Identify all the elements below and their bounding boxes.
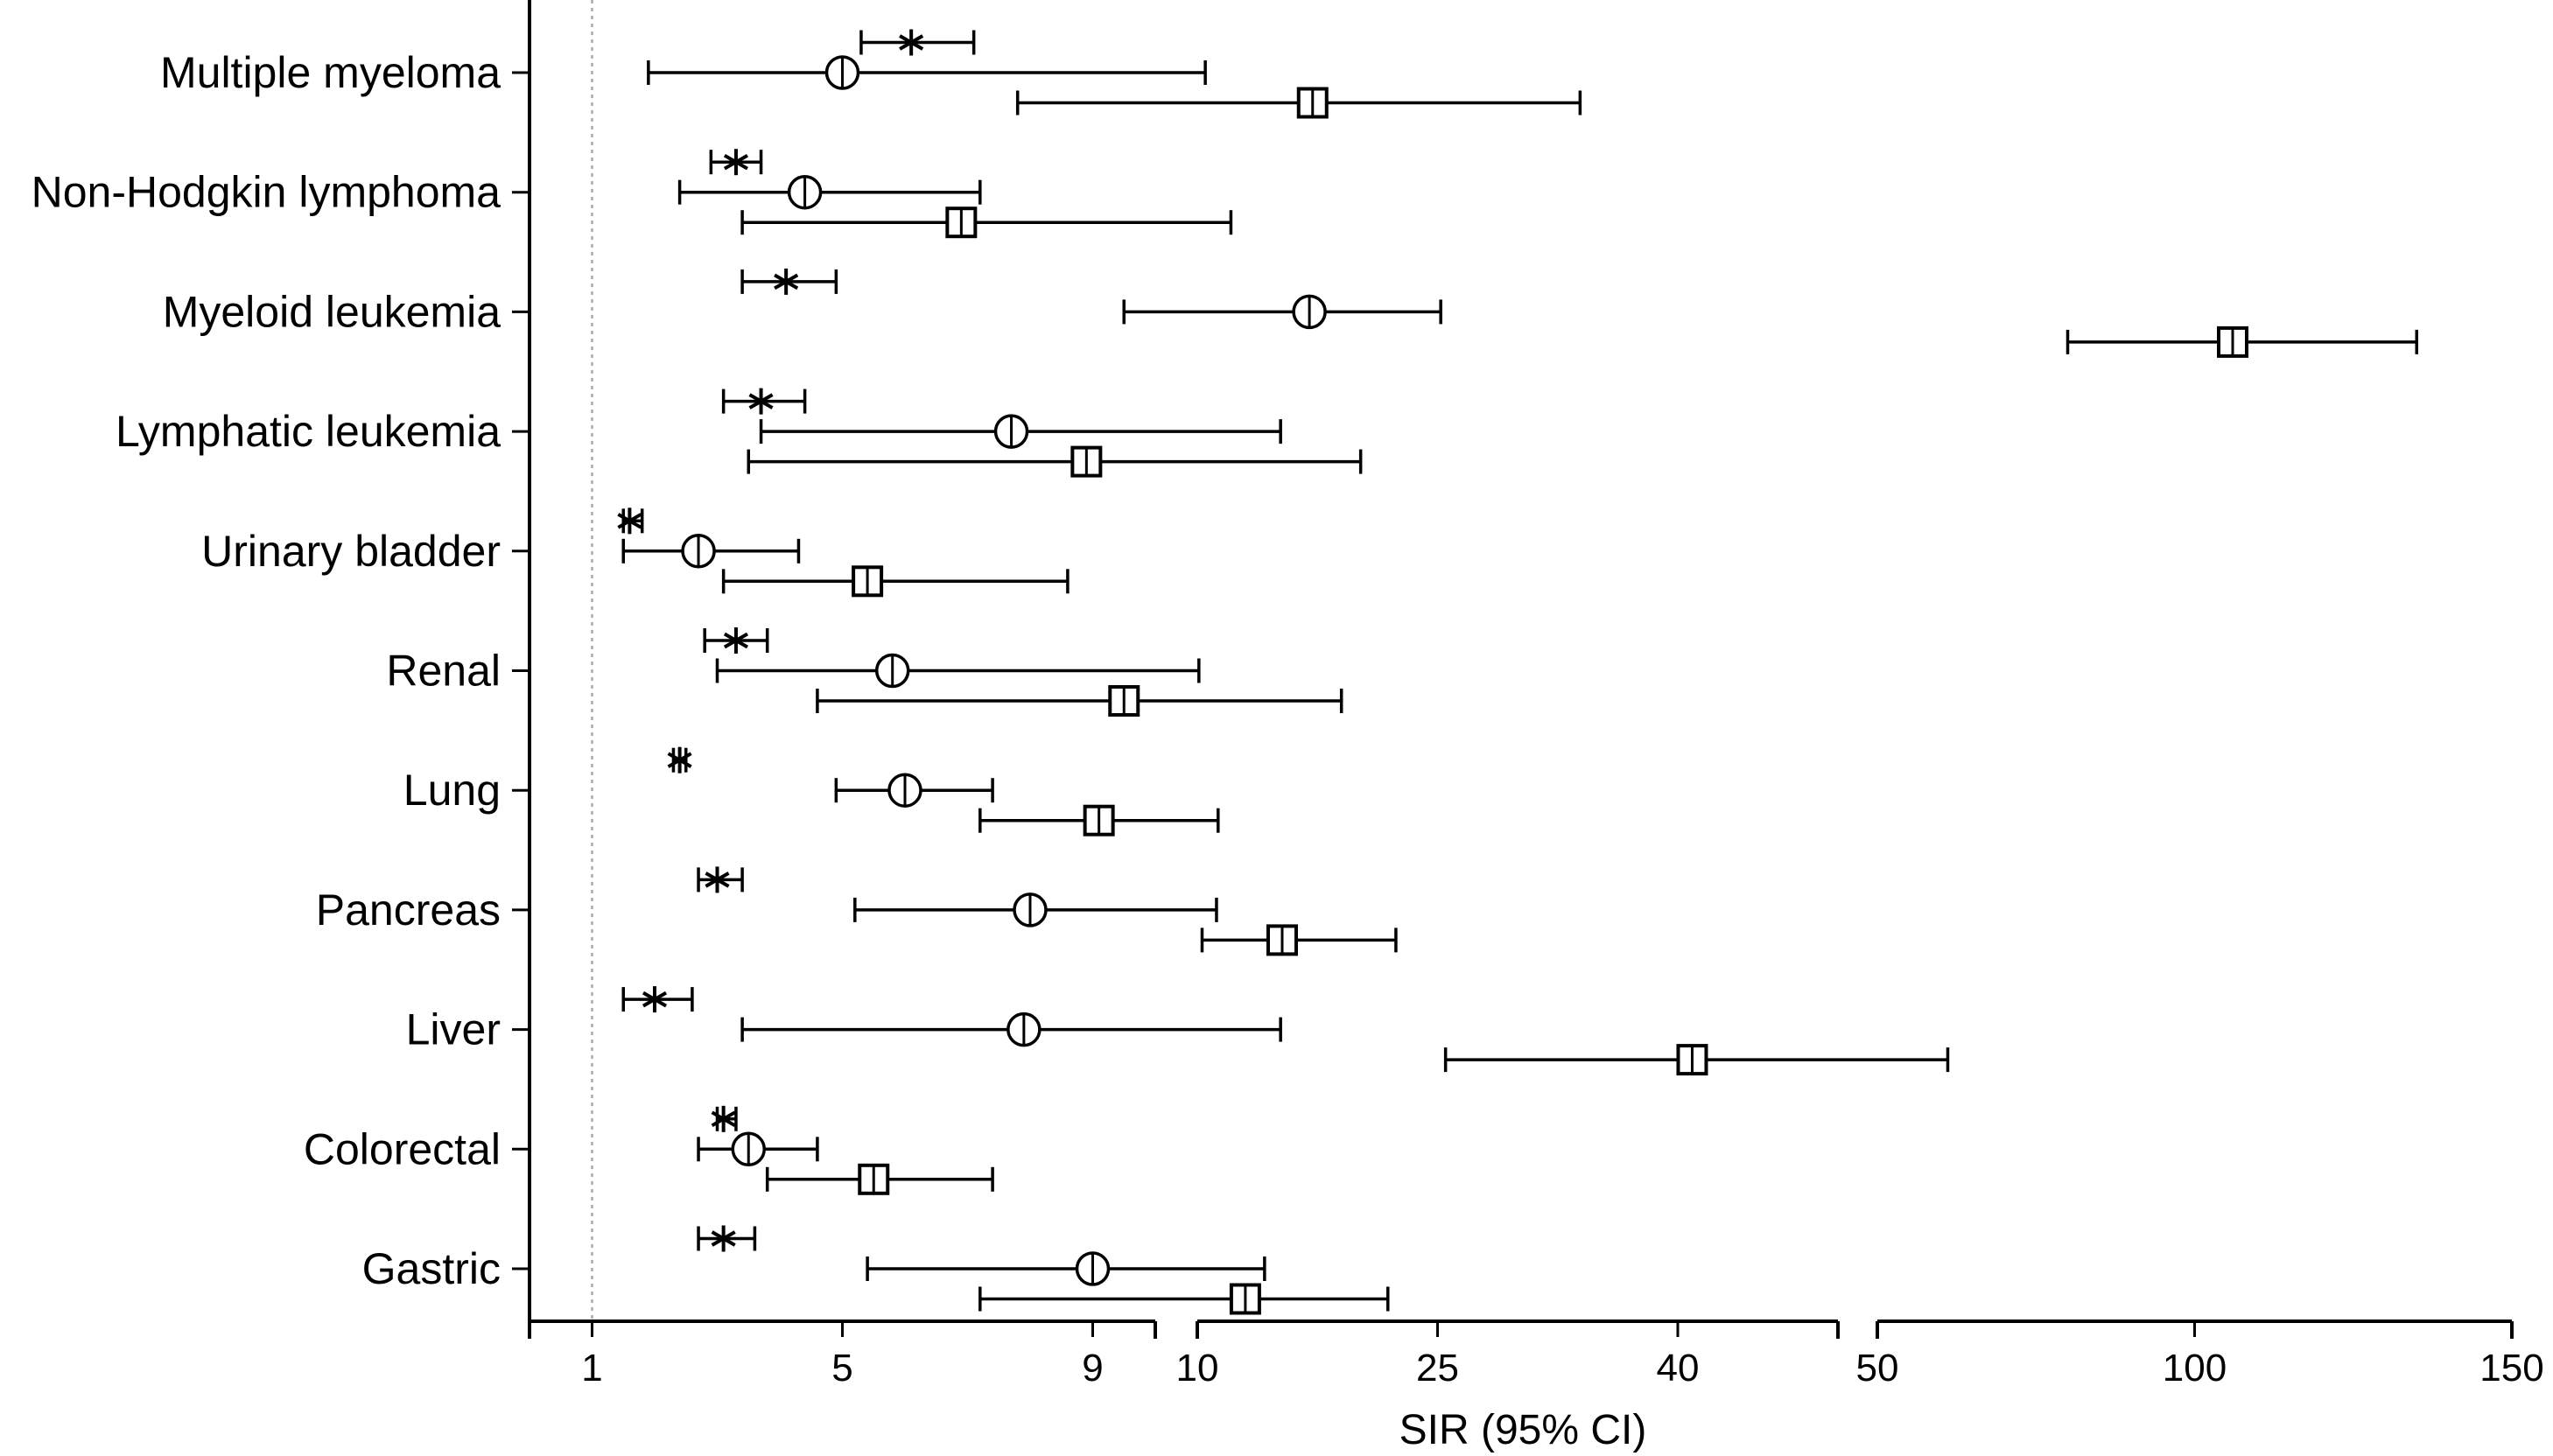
x-tick-label: 40 [1657,1347,1700,1390]
asterisk-estimate-row [721,388,807,415]
asterisk-estimate-row [697,866,744,893]
category-label: Multiple myeloma [160,48,501,97]
x-tick-label: 50 [1856,1347,1899,1390]
category-label: Renal [386,647,501,696]
square-estimate-row [978,804,1220,836]
asterisk-estimate-row [711,1105,738,1132]
x-tick-label: 150 [2479,1347,2543,1390]
circle-estimate-row [740,1012,1282,1047]
asterisk-marker [705,872,730,888]
marks-layer: Multiple myeloma Non-Hodgkin lymphoma Myel… [32,29,2418,1315]
circle-estimate-row [677,174,982,210]
category-group: Pancreas [316,866,1398,956]
asterisk-marker [711,1230,736,1247]
asterisk-marker [711,1110,736,1128]
square-estimate-row [816,685,1343,717]
square-estimate-row [1015,87,1582,119]
asterisk-marker [617,513,642,529]
category-group: Liver [406,986,1950,1076]
asterisk-estimate-row [667,746,692,774]
x-tick-label: 5 [831,1347,852,1390]
circle-estimate-row [647,55,1207,90]
category-group: Gastric [362,1225,1390,1315]
circle-estimate-row [853,892,1218,928]
axis-layer: 1 5 9 10 25 40 50 100 150 [528,0,2544,1390]
category-label: Liver [406,1005,501,1054]
asterisk-marker [774,273,799,290]
category-group: Colorectal [304,1105,994,1195]
category-label: Lymphatic leukemia [116,407,501,456]
asterisk-estimate-row [709,149,763,176]
square-estimate-row [740,206,1233,239]
square-estimate-row [721,565,1070,598]
asterisk-marker [723,632,748,649]
square-estimate-row [765,1163,994,1195]
category-group: Myeloid leukemia [163,268,2418,358]
square-estimate-row [1200,924,1398,956]
x-tick-label: 25 [1416,1347,1459,1390]
category-label: Lung [403,766,501,815]
asterisk-estimate-row [740,268,838,295]
asterisk-marker [642,990,668,1008]
category-group: Multiple myeloma [160,29,1582,119]
square-estimate-row [747,445,1363,478]
asterisk-estimate-row [697,1225,757,1252]
circle-estimate-row [759,414,1282,449]
circle-estimate-row [866,1251,1266,1286]
category-label: Urinary bladder [201,527,501,576]
asterisk-marker [748,393,774,410]
category-group: Lung [403,746,1220,836]
category-group: Non-Hodgkin lymphoma [32,149,1233,239]
asterisk-marker [667,752,692,768]
category-label: Colorectal [304,1124,501,1173]
asterisk-marker [723,153,748,171]
category-label: Non-Hodgkin lymphoma [32,168,501,217]
asterisk-estimate-row [617,508,644,535]
circle-estimate-row [715,653,1201,689]
square-estimate-row [2066,326,2418,358]
asterisk-estimate-row [703,627,769,654]
category-label: Pancreas [316,886,501,934]
asterisk-estimate-row [621,986,694,1013]
x-tick-label: 9 [1082,1347,1103,1390]
category-group: Urinary bladder [201,508,1070,598]
circle-estimate-row [697,1131,819,1167]
x-tick-label: 10 [1176,1347,1219,1390]
category-label: Gastric [362,1244,501,1293]
category-group: Renal [386,627,1343,717]
circle-estimate-row [1122,294,1442,330]
circle-estimate-row [621,534,801,569]
square-estimate-row [1443,1044,1950,1076]
x-tick-label: 1 [581,1347,602,1390]
square-estimate-row [978,1283,1390,1315]
asterisk-marker [899,34,924,51]
category-group: Lymphatic leukemia [116,388,1363,478]
category-label: Myeloid leukemia [163,287,501,336]
x-tick-label: 100 [2163,1347,2227,1390]
asterisk-estimate-row [859,29,976,56]
x-axis-title: SIR (95% CI) [1399,1407,1647,1453]
circle-estimate-row [834,773,994,808]
